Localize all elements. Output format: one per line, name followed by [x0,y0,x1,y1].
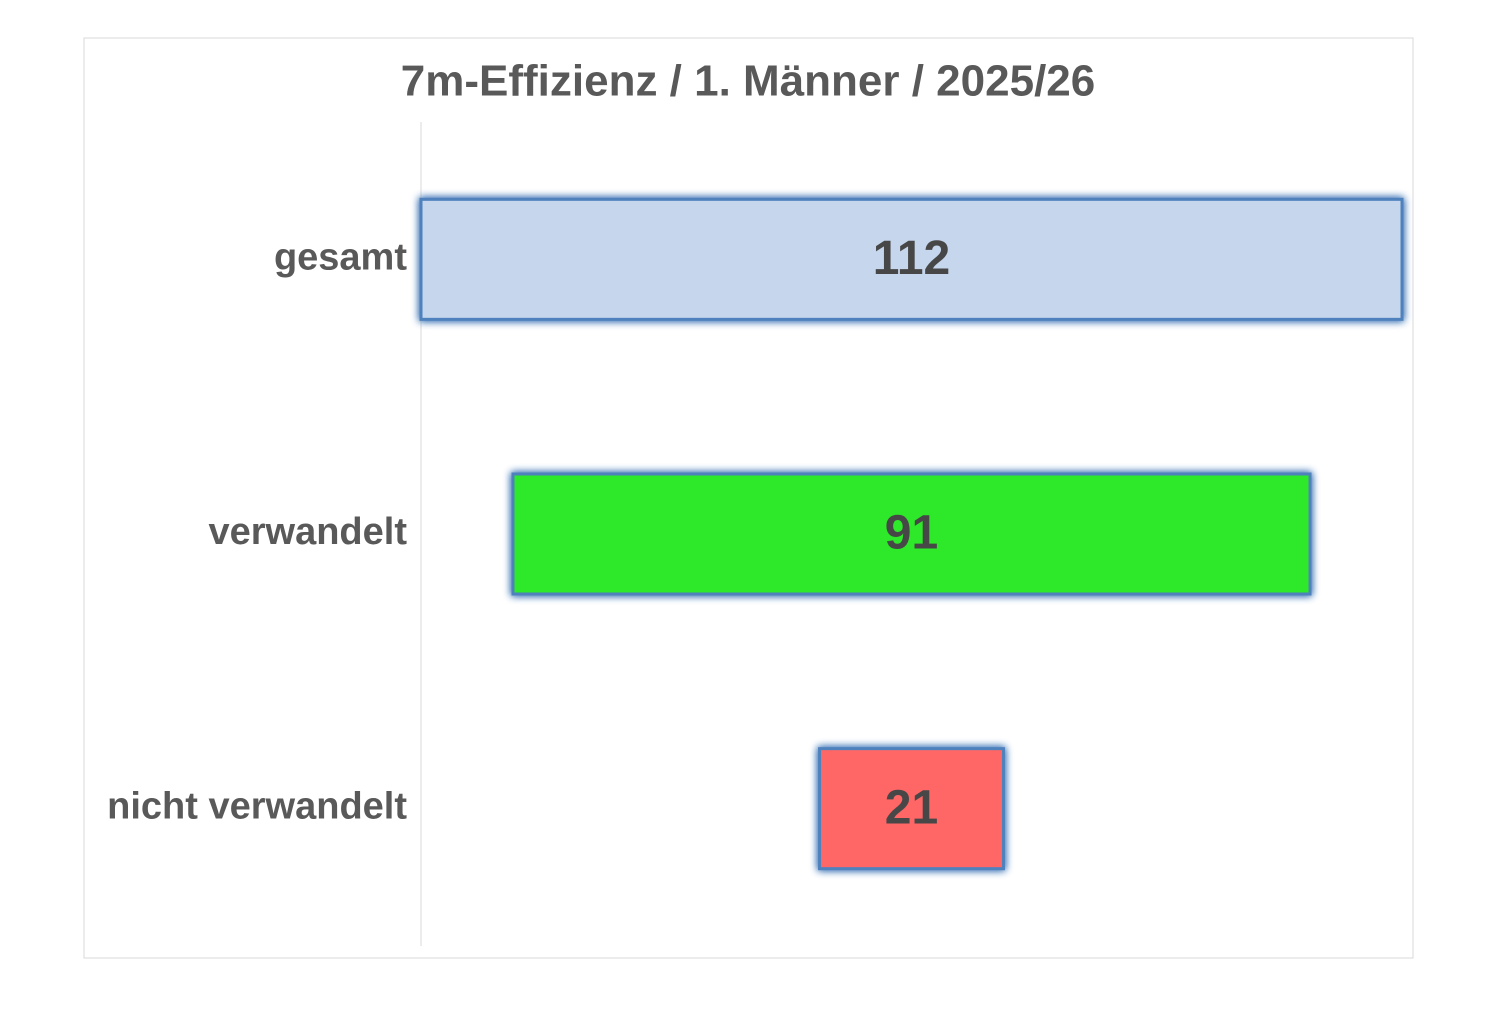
bar [818,747,1005,871]
category-label: gesamt [274,236,407,278]
value-label: 21 [885,781,938,834]
chart-title: 7m-Effizienz / 1. Männer / 2025/26 [401,57,1095,106]
value-label: 112 [873,232,950,285]
bar [419,197,1404,321]
category-label: verwandelt [208,511,407,553]
value-label: 91 [885,507,938,560]
bar [511,472,1312,596]
category-label: nicht verwandelt [107,786,407,828]
